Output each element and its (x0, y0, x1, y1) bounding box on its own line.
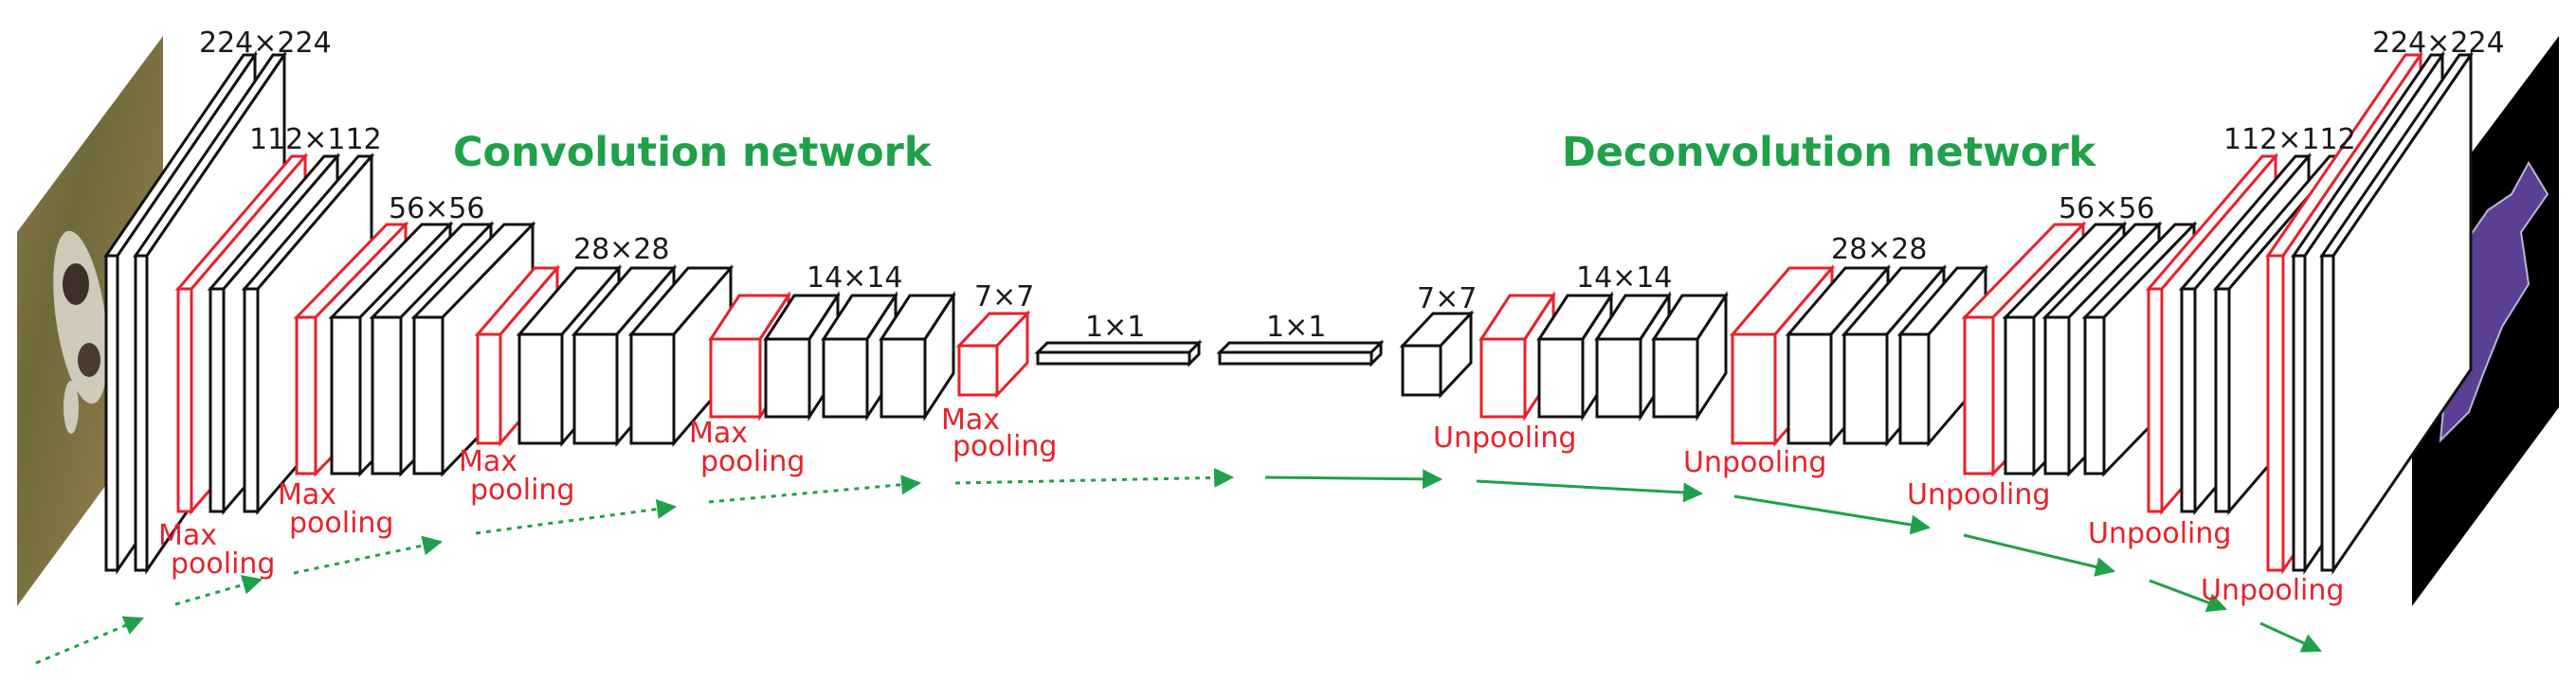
dim-label-enc-56: 56×56 (389, 192, 484, 225)
conv-layer-14-c (879, 290, 956, 422)
flow-arrow-12 (2259, 621, 2322, 653)
dim-label-dec-56: 56×56 (2059, 192, 2154, 225)
svg-text:Max: Max (941, 403, 1000, 437)
layer-blocks (103, 50, 2474, 575)
flow-arrow-5 (708, 475, 922, 504)
flow-arrow-8 (1476, 479, 1704, 503)
dim-label-enc-7: 7×7 (974, 280, 1034, 314)
dim-label-enc-112: 112×112 (249, 123, 382, 156)
flow-arrow-1 (35, 616, 144, 665)
max-pooling-label-3: Max pooling (459, 445, 574, 507)
max-pooling-label-5: Max pooling (941, 403, 1057, 463)
flow-arrow-4 (475, 499, 678, 535)
flow-arrow-9 (1733, 494, 1932, 535)
flow-arrow-2 (174, 575, 263, 606)
flow-arrow-11 (2149, 579, 2227, 613)
fc-layer-1 (1034, 339, 1203, 367)
unpooling-label-4: Unpooling (2088, 517, 2231, 550)
svg-text:Max: Max (278, 478, 336, 511)
unpooling-label-2: Unpooling (1683, 446, 1826, 479)
dim-label-dec-28: 28×28 (1831, 233, 1927, 266)
deconv-layer-7 (1399, 310, 1475, 399)
pool-layer-5 (955, 310, 1031, 399)
svg-text:Max: Max (158, 519, 217, 552)
dim-label-enc-224: 224×224 (199, 27, 332, 60)
max-pooling-label-2: Max pooling (278, 478, 393, 540)
flow-arrow-3 (293, 535, 444, 575)
svg-text:pooling: pooling (952, 430, 1057, 463)
flow-arrow-6 (954, 467, 1235, 488)
dim-label-dec-224: 224×224 (2372, 27, 2505, 60)
svg-text:pooling: pooling (289, 507, 393, 540)
unpooling-label-1: Unpooling (1433, 421, 1576, 455)
dim-label-dec-14: 14×14 (1576, 261, 1672, 295)
deconvolution-network-title: Deconvolution network (1562, 129, 2097, 176)
input-image (17, 36, 163, 606)
svg-text:pooling: pooling (470, 474, 574, 507)
conv-layer-28-c (627, 263, 735, 448)
flow-arrow-7 (1264, 469, 1443, 490)
unpooling-label-3: Unpooling (1907, 478, 2050, 511)
dim-label-enc-14: 14×14 (807, 261, 902, 295)
max-pooling-label-1: Max pooling (158, 519, 275, 581)
svg-text:pooling: pooling (171, 547, 275, 581)
dim-label-fc-2: 1×1 (1266, 311, 1326, 344)
dim-label-fc-1: 1×1 (1085, 311, 1145, 344)
fc-layer-2 (1216, 339, 1385, 367)
svg-text:Max: Max (689, 417, 748, 450)
max-pooling-label-4: Max pooling (689, 417, 805, 478)
dim-label-dec-112: 112×112 (2223, 123, 2356, 156)
dim-label-dec-7: 7×7 (1417, 282, 1477, 315)
flow-arrows (35, 467, 2322, 665)
convolution-network-title: Convolution network (453, 129, 933, 176)
flow-arrow-10 (1963, 533, 2116, 577)
dim-label-enc-28: 28×28 (573, 233, 669, 266)
svg-text:pooling: pooling (700, 445, 805, 478)
svg-text:Max: Max (459, 445, 517, 478)
unpooling-label-5: Unpooling (2201, 574, 2344, 607)
deconv-layer-14-c (1651, 290, 1729, 422)
deconv-layer-224-b (2319, 50, 2474, 575)
